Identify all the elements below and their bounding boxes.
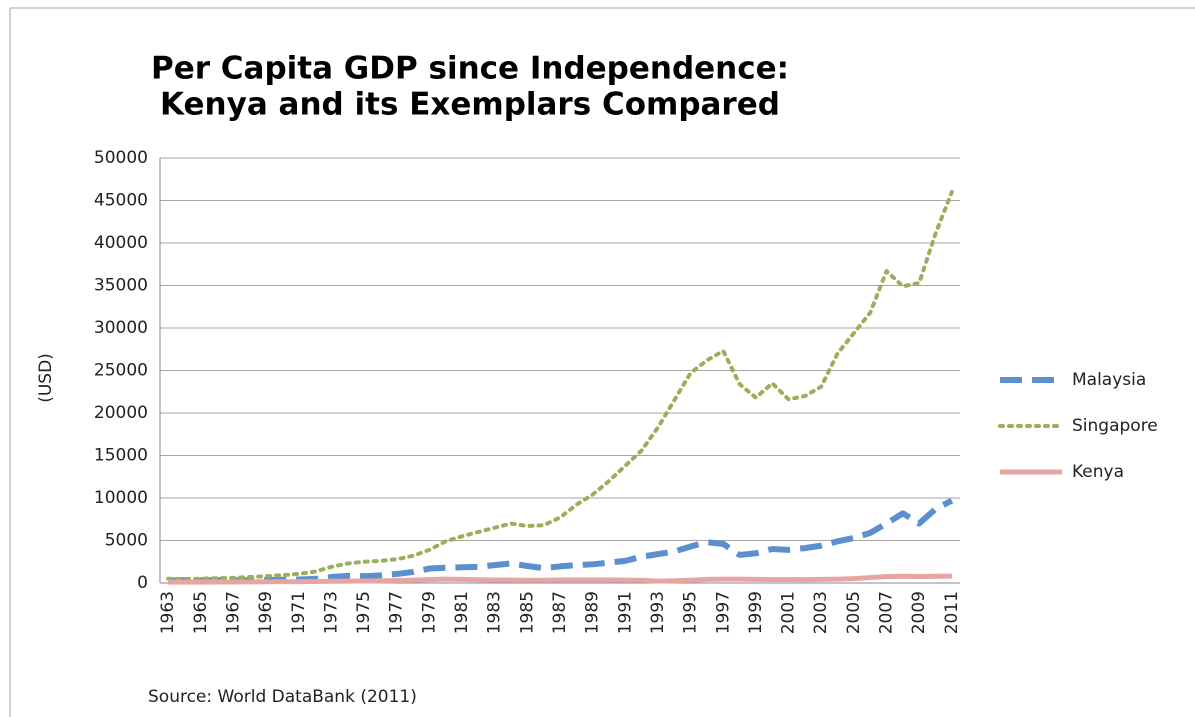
x-tick-label: 2003: [811, 591, 831, 634]
y-tick-label: 40000: [94, 233, 148, 253]
x-tick-label: 1967: [223, 591, 243, 634]
x-tick-label: 1999: [746, 591, 766, 634]
x-tick-label: 1989: [583, 591, 603, 634]
legend-label: Kenya: [1072, 462, 1124, 482]
series-line: [166, 190, 954, 582]
x-tick-label: 1997: [713, 591, 733, 634]
chart-title: Kenya and its Exemplars Compared: [160, 87, 780, 123]
source: Source: World DataBank (2011): [148, 687, 417, 707]
x-tick-label: 2011: [942, 591, 962, 634]
y-tick-label: 0: [137, 573, 148, 593]
x-tick-label: 1979: [419, 591, 439, 634]
y-tick-label: 5000: [105, 531, 148, 551]
x-tick-label: 1977: [387, 591, 407, 634]
x-tick-label: 1987: [550, 591, 570, 634]
x-tick-label: 2005: [844, 591, 864, 634]
legend-label: Singapore: [1072, 416, 1158, 436]
legend-label: Malaysia: [1072, 370, 1146, 390]
x-tick-label: 2009: [909, 591, 929, 634]
x-tick-label: 1991: [615, 591, 635, 634]
x-tick-label: 1985: [517, 591, 537, 634]
x-tick-label: 1973: [321, 591, 341, 634]
y-tick-label: 15000: [94, 446, 148, 466]
x-tick-label: 1995: [681, 591, 701, 634]
x-tick-label: 1983: [485, 591, 505, 634]
x-tick-label: 2001: [779, 591, 799, 634]
x-tick-label: 1963: [158, 591, 178, 634]
series-line: [168, 573, 952, 585]
x-tick-label: 1965: [191, 591, 211, 634]
y-tick-label: 20000: [94, 403, 148, 423]
chart-title: Per Capita GDP since Independence:: [151, 51, 789, 87]
y-tick-label: 45000: [94, 191, 148, 211]
y-axis-label: (USD): [36, 353, 56, 403]
y-tick-label: 30000: [94, 318, 148, 338]
x-tick-label: 1981: [452, 591, 472, 634]
x-tick-label: 2007: [877, 591, 897, 634]
y-tick-label: 35000: [94, 276, 148, 296]
y-tick-label: 10000: [94, 488, 148, 508]
x-tick-label: 1971: [289, 591, 309, 634]
x-tick-label: 1975: [354, 591, 374, 634]
x-tick-label: 1993: [648, 591, 668, 634]
y-tick-label: 25000: [94, 361, 148, 381]
x-tick-label: 1969: [256, 591, 276, 634]
y-tick-label: 50000: [94, 148, 148, 168]
